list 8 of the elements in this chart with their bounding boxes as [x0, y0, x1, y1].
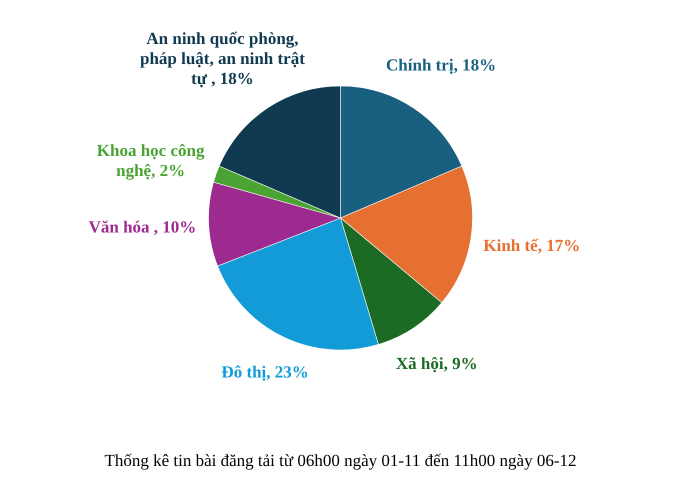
slice-label: Văn hóa , 10%: [88, 218, 196, 237]
slice-label: Kinh tế, 17%: [483, 236, 580, 256]
slice-label: Xã hội, 9%: [396, 354, 478, 373]
slice-label: An ninh quốc phòng, pháp luật, an ninh trật tự , 18%: [140, 28, 306, 88]
slice-label: Chính trị, 18%: [386, 56, 496, 75]
text: Thống kê tin bài đăng tải từ 06h00 ngày 01-11 đến 11h00 ngày 06-12: [103, 450, 578, 472]
slice-label: Khoa học công nghệ, 2%: [96, 140, 205, 180]
slice-label: Đô thị, 23%: [221, 362, 309, 382]
